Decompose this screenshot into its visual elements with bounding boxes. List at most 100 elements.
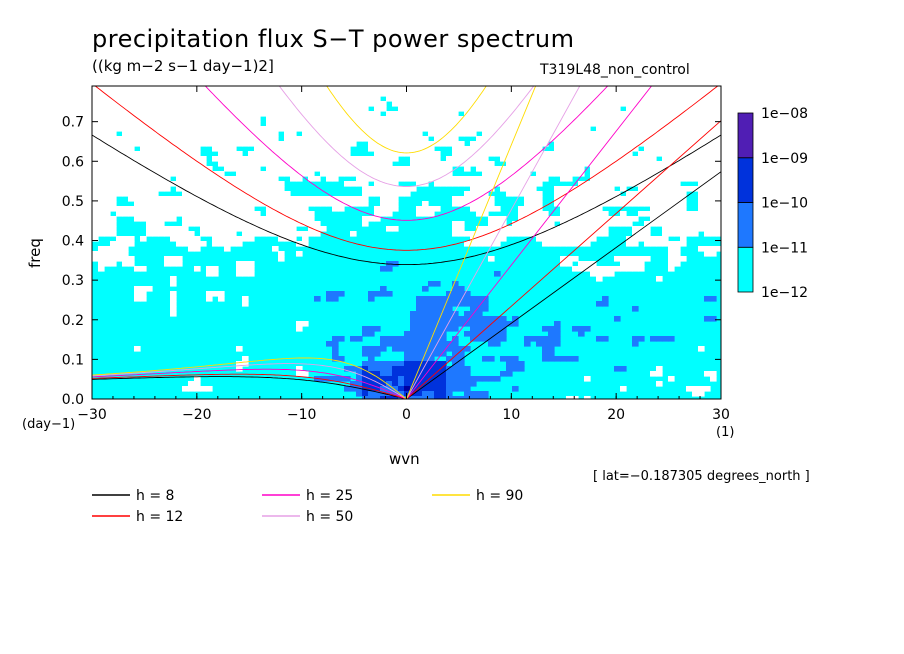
- heatmap-cell: [518, 146, 525, 152]
- heatmap-cell: [374, 371, 381, 377]
- heatmap-cell: [524, 196, 531, 202]
- heatmap-cell: [464, 196, 471, 202]
- heatmap-cell: [212, 111, 219, 117]
- heatmap-cell: [368, 161, 375, 167]
- heatmap-cell: [122, 171, 129, 177]
- heatmap-cell: [182, 91, 189, 97]
- heatmap-cell: [230, 181, 237, 187]
- heatmap-cell: [524, 211, 531, 217]
- heatmap-cell: [626, 96, 633, 102]
- heatmap-cell: [704, 231, 711, 237]
- heatmap-cell: [224, 86, 231, 92]
- heatmap-cell: [410, 331, 417, 337]
- heatmap-cell: [398, 341, 405, 347]
- heatmap-cell: [554, 106, 561, 112]
- heatmap-cell: [614, 181, 621, 187]
- heatmap-cell: [488, 111, 495, 117]
- heatmap-cell: [434, 366, 441, 372]
- heatmap-cell: [668, 216, 675, 222]
- heatmap-cell: [308, 126, 315, 132]
- heatmap-cell: [200, 181, 207, 187]
- heatmap-cell: [98, 186, 105, 192]
- heatmap-cell: [284, 116, 291, 122]
- heatmap-cell: [536, 176, 543, 182]
- heatmap-cell: [230, 216, 237, 222]
- heatmap-cell: [308, 111, 315, 117]
- heatmap-cell: [206, 221, 213, 227]
- heatmap-cell: [374, 91, 381, 97]
- heatmap-cell: [188, 236, 195, 242]
- heatmap-cell: [560, 226, 567, 232]
- heatmap-cell: [578, 86, 585, 92]
- heatmap-cell: [332, 106, 339, 112]
- heatmap-cell: [452, 386, 459, 392]
- heatmap-cell: [584, 226, 591, 232]
- heatmap-cell: [530, 131, 537, 137]
- heatmap-cell: [494, 111, 501, 117]
- heatmap-cell: [440, 391, 447, 397]
- heatmap-cell: [344, 386, 351, 392]
- heatmap-cell: [692, 111, 699, 117]
- heatmap-cell: [230, 231, 237, 237]
- heatmap-cell: [224, 216, 231, 222]
- heatmap-cell: [140, 181, 147, 187]
- heatmap-cell: [572, 111, 579, 117]
- heatmap-cell: [224, 181, 231, 187]
- heatmap-cell: [686, 91, 693, 97]
- heatmap-cell: [188, 86, 195, 92]
- heatmap-cell: [410, 86, 417, 92]
- heatmap-cell: [386, 191, 393, 197]
- heatmap-cell: [320, 166, 327, 172]
- heatmap-cell: [218, 146, 225, 152]
- heatmap-cell: [434, 376, 441, 382]
- heatmap-cell: [284, 171, 291, 177]
- heatmap-cell: [512, 156, 519, 162]
- heatmap-cell: [140, 166, 147, 172]
- heatmap-cell: [608, 216, 615, 222]
- heatmap-cell: [116, 256, 123, 262]
- heatmap-cell: [128, 236, 135, 242]
- heatmap-cell: [506, 136, 513, 142]
- heatmap-cell: [662, 126, 669, 132]
- heatmap-cell: [176, 151, 183, 157]
- heatmap-cell: [446, 296, 453, 302]
- heatmap-cell: [122, 96, 129, 102]
- heatmap-cell: [188, 196, 195, 202]
- heatmap-cell: [644, 196, 651, 202]
- heatmap-cell: [590, 141, 597, 147]
- heatmap-cell: [584, 261, 591, 267]
- heatmap-cell: [260, 126, 267, 132]
- heatmap-cell: [200, 136, 207, 142]
- heatmap-cell: [698, 186, 705, 192]
- heatmap-cell: [662, 191, 669, 197]
- heatmap-cell: [236, 216, 243, 222]
- heatmap-cell: [518, 191, 525, 197]
- heatmap-cell: [332, 86, 339, 92]
- heatmap-cell: [386, 86, 393, 92]
- heatmap-cell: [542, 236, 549, 242]
- heatmap-cell: [452, 226, 459, 232]
- heatmap-cell: [242, 91, 249, 97]
- heatmap-cell: [302, 166, 309, 172]
- heatmap-cell: [494, 206, 501, 212]
- heatmap-cell: [284, 151, 291, 157]
- heatmap-cell: [632, 196, 639, 202]
- heatmap-cell: [542, 166, 549, 172]
- heatmap-cell: [530, 226, 537, 232]
- heatmap-cell: [674, 216, 681, 222]
- heatmap-cell: [716, 141, 721, 147]
- heatmap-cell: [278, 171, 285, 177]
- heatmap-cell: [308, 221, 315, 227]
- heatmap-cell: [368, 141, 375, 147]
- heatmap-cell: [452, 231, 459, 237]
- heatmap-cell: [350, 131, 357, 137]
- heatmap-cell: [284, 236, 291, 242]
- heatmap-cell: [512, 161, 519, 167]
- heatmap-cell: [236, 126, 243, 132]
- heatmap-cell: [536, 101, 543, 107]
- heatmap-cell: [572, 231, 579, 237]
- heatmap-cell: [476, 141, 483, 147]
- heatmap-cell: [590, 236, 597, 242]
- heatmap-cell: [116, 211, 123, 217]
- heatmap-cell: [548, 216, 555, 222]
